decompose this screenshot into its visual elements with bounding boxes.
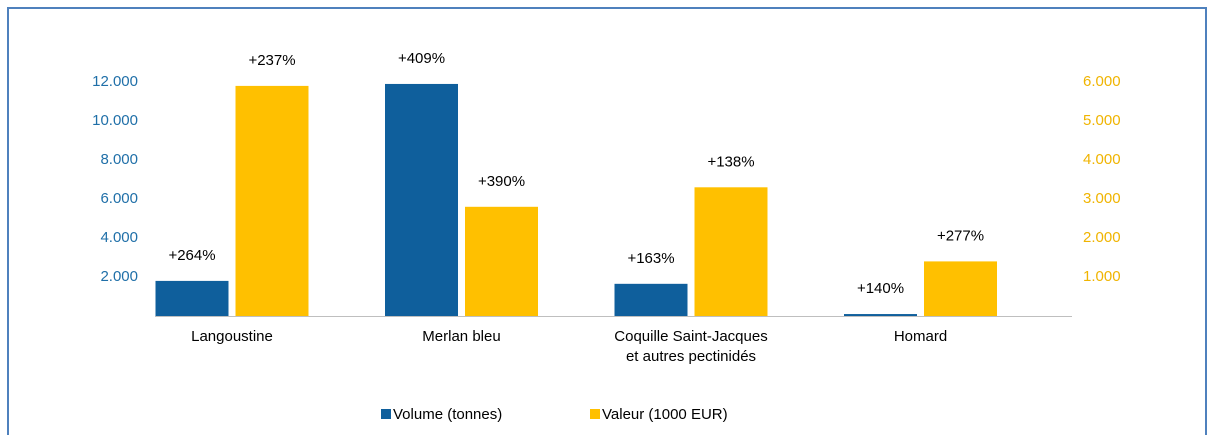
y2-tick-label: 6.000 — [1083, 73, 1121, 90]
bar-annotation: +138% — [707, 153, 754, 170]
legend-label: Valeur (1000 EUR) — [602, 406, 728, 423]
bar — [694, 187, 768, 316]
bar — [614, 283, 688, 316]
y2-tick-label: 1.000 — [1083, 268, 1121, 285]
y-tick-label: 4.000 — [100, 229, 138, 246]
bar-annotation: +237% — [248, 52, 295, 69]
y2-tick-label: 4.000 — [1083, 151, 1121, 168]
bar — [844, 314, 917, 316]
y2-tick-label: 5.000 — [1083, 112, 1121, 129]
bar — [385, 83, 458, 316]
bar — [924, 261, 997, 316]
bar — [235, 85, 309, 317]
bar-annotation: +140% — [857, 280, 904, 297]
y2-tick-label: 2.000 — [1083, 229, 1121, 246]
x-tick-label: Homard — [893, 328, 948, 345]
bar-annotation: +264% — [168, 247, 215, 264]
x-tick-label: Merlan bleu — [422, 328, 501, 345]
y-tick-label: 2.000 — [100, 268, 138, 285]
x-tick-label: Coquille Saint-Jacques et autres pectini… — [614, 328, 768, 365]
y-tick-label: 8.000 — [100, 151, 138, 168]
bar-annotation: +277% — [937, 227, 984, 244]
bar — [465, 206, 538, 316]
y2-tick-label: 3.000 — [1083, 190, 1121, 207]
legend-swatch — [381, 409, 391, 419]
y-tick-label: 6.000 — [100, 190, 138, 207]
y-tick-label: 12.000 — [92, 73, 138, 90]
bar — [155, 280, 229, 316]
y-tick-label: 10.000 — [92, 112, 138, 129]
frame — [7, 7, 1207, 435]
bar-annotation: +409% — [398, 50, 445, 67]
bar-annotation: +163% — [627, 250, 674, 267]
legend-swatch — [590, 409, 600, 419]
legend-label: Volume (tonnes) — [393, 406, 502, 423]
x-tick-label: Langoustine — [191, 328, 273, 345]
bar-annotation: +390% — [478, 173, 525, 190]
